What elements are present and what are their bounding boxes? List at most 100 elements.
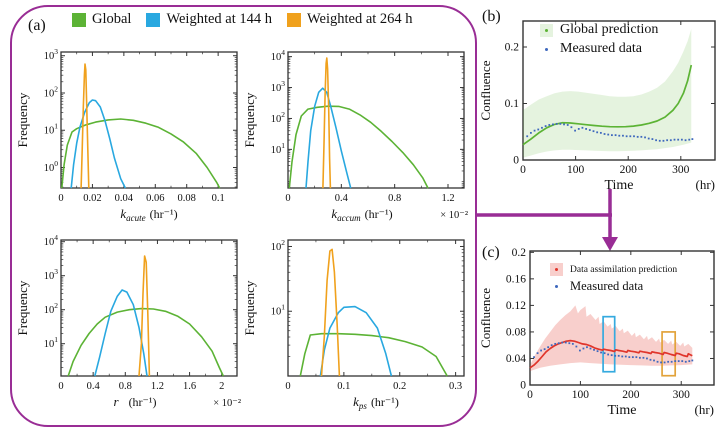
- panel-a-box: (a) Global Weighted at 144 h Weighted at…: [10, 5, 477, 427]
- svg-text:0.08: 0.08: [506, 326, 526, 338]
- svg-text:102: 102: [271, 238, 286, 253]
- svg-text:Time: Time: [607, 403, 636, 418]
- svg-text:0: 0: [285, 193, 290, 204]
- svg-text:0.2: 0.2: [505, 41, 520, 53]
- svg-text:× 10⁻²: × 10⁻²: [440, 210, 468, 221]
- svg-text:1.2: 1.2: [441, 193, 454, 204]
- global-prediction-dot: [545, 28, 548, 32]
- svg-text:0.8: 0.8: [388, 193, 401, 204]
- chart-global-prediction: 0 0.1 0.2 0 100 200 300 Confluence Time (hr): [478, 20, 716, 193]
- svg-text:Time: Time: [604, 178, 633, 193]
- legend-label-weighted-144: Weighted at 144 h: [166, 11, 273, 27]
- chart-data-assimilation: 0 0.04 0.08 0.12 0.16 0.2 0 100 200 300 Confluence…: [478, 247, 715, 418]
- svg-text:0.02: 0.02: [83, 193, 101, 204]
- legend-label-data-assimilation: Data assimilation prediction: [570, 264, 678, 275]
- svg-text:0: 0: [520, 164, 526, 176]
- svg-text:103: 103: [44, 47, 59, 62]
- svg-text:102: 102: [44, 84, 59, 99]
- weighted-144-swatch: [146, 12, 161, 27]
- svg-text:0.04: 0.04: [506, 353, 526, 365]
- legend-row-data-assimilation: Data assimilation prediction: [550, 263, 677, 276]
- svg-text:kaccum(hr⁻¹): kaccum (hr⁻¹): [331, 206, 392, 223]
- svg-text:0.08: 0.08: [178, 193, 196, 204]
- svg-text:0: 0: [58, 381, 63, 392]
- svg-text:0.1: 0.1: [212, 193, 225, 204]
- svg-text:0.16: 0.16: [506, 273, 526, 285]
- svg-text:0.1: 0.1: [337, 381, 350, 392]
- svg-text:100: 100: [572, 389, 590, 401]
- panel-a-legend: Global Weighted at 144 h Weighted at 264…: [72, 11, 413, 28]
- svg-text:101: 101: [271, 303, 286, 318]
- chart-r-histogram: 101 102 103 104 0 0.4 0.8 1.2 1.6 2 Frequency r (hr⁻…: [15, 233, 241, 409]
- svg-text:0: 0: [58, 193, 63, 204]
- svg-text:0.4: 0.4: [335, 193, 349, 204]
- measured-data-dot-b: [545, 47, 548, 51]
- svg-text:Frequency: Frequency: [242, 280, 257, 335]
- data-assimilation-band-swatch: [550, 263, 563, 276]
- svg-text:104: 104: [271, 48, 286, 63]
- svg-text:103: 103: [271, 79, 286, 94]
- chart-k-acute-histogram: 100 101 102 103 0 0.02 0.04 0.06 0.08 0.1 Frequenc…: [15, 47, 238, 223]
- svg-text:(hr): (hr): [695, 402, 715, 417]
- svg-text:0.12: 0.12: [506, 300, 526, 312]
- svg-text:Confluence: Confluence: [478, 60, 493, 120]
- panel-b: (b) 0 0.1 0.2 0 100 200 300 Confluence Time (hr) …: [478, 2, 720, 212]
- svg-text:× 10⁻²: × 10⁻²: [213, 398, 241, 409]
- svg-text:r(hr⁻¹): r (hr⁻¹): [114, 394, 157, 409]
- svg-text:0.8: 0.8: [119, 381, 132, 392]
- svg-text:1.6: 1.6: [183, 381, 196, 392]
- svg-text:100: 100: [567, 164, 585, 176]
- svg-text:0: 0: [527, 389, 533, 401]
- svg-text:200: 200: [620, 164, 638, 176]
- legend-row-measured-data-b: Measured data: [540, 41, 658, 57]
- svg-text:0: 0: [513, 155, 519, 167]
- svg-text:kps(hr⁻¹): kps (hr⁻¹): [353, 394, 399, 411]
- svg-text:2: 2: [219, 381, 224, 392]
- legend-label-measured-data-c: Measured data: [570, 279, 644, 293]
- legend-label-weighted-264: Weighted at 264 h: [307, 11, 413, 27]
- legend-label-measured-data-b: Measured data: [560, 41, 643, 56]
- svg-text:0.3: 0.3: [449, 381, 462, 392]
- panel-b-label: (b): [482, 8, 501, 25]
- svg-text:kacute(hr⁻¹): kacute (hr⁻¹): [120, 206, 177, 223]
- svg-text:102: 102: [271, 110, 286, 125]
- svg-text:Confluence: Confluence: [478, 288, 493, 348]
- svg-text:Frequency: Frequency: [15, 92, 30, 147]
- svg-text:0.06: 0.06: [146, 193, 164, 204]
- svg-text:0.4: 0.4: [87, 381, 101, 392]
- panel-c-legend: Data assimilation prediction Measured da…: [550, 263, 677, 294]
- weighted-264-swatch: [287, 12, 302, 27]
- svg-text:100: 100: [44, 159, 59, 174]
- legend-label-global: Global: [92, 11, 132, 27]
- measured-data-dot-c: [555, 285, 558, 288]
- svg-text:0: 0: [520, 380, 526, 392]
- svg-text:0: 0: [285, 381, 290, 392]
- svg-text:101: 101: [271, 141, 286, 156]
- legend-label-global-prediction: Global prediction: [560, 22, 659, 37]
- svg-text:0.04: 0.04: [115, 193, 134, 204]
- svg-text:(hr): (hr): [696, 177, 716, 192]
- svg-text:104: 104: [44, 233, 59, 248]
- svg-text:1.2: 1.2: [151, 381, 164, 392]
- svg-text:0.2: 0.2: [393, 381, 406, 392]
- svg-text:300: 300: [672, 164, 690, 176]
- flow-arrow: [477, 189, 618, 251]
- svg-text:300: 300: [673, 389, 691, 401]
- chart-k-ps-histogram: 101 102 0 0.1 0.2 0.3 Frequency kps (hr⁻¹): [242, 238, 465, 411]
- svg-text:Frequency: Frequency: [15, 280, 30, 335]
- panel-c: (c) 0 0.04 0.08 0.12 0.16 0.2 0 100 200 300 Conflu…: [478, 236, 720, 437]
- legend-item-weighted-144: Weighted at 144 h: [146, 11, 272, 28]
- panel-a-label: (a): [28, 17, 46, 34]
- legend-row-global-prediction: Global prediction: [540, 22, 658, 38]
- legend-item-global: Global: [72, 11, 131, 28]
- svg-text:0.1: 0.1: [505, 98, 520, 110]
- svg-text:101: 101: [44, 122, 59, 137]
- chart-k-accum-histogram: 101 102 103 104 0 0.4 0.8 1.2 Frequency kaccum (hr…: [242, 48, 468, 223]
- legend-row-measured-data-c: Measured data: [550, 279, 677, 294]
- panel-c-label: (c): [482, 244, 500, 261]
- svg-text:200: 200: [622, 389, 640, 401]
- svg-text:101: 101: [44, 335, 59, 350]
- svg-text:102: 102: [44, 301, 59, 316]
- global-swatch: [72, 12, 86, 27]
